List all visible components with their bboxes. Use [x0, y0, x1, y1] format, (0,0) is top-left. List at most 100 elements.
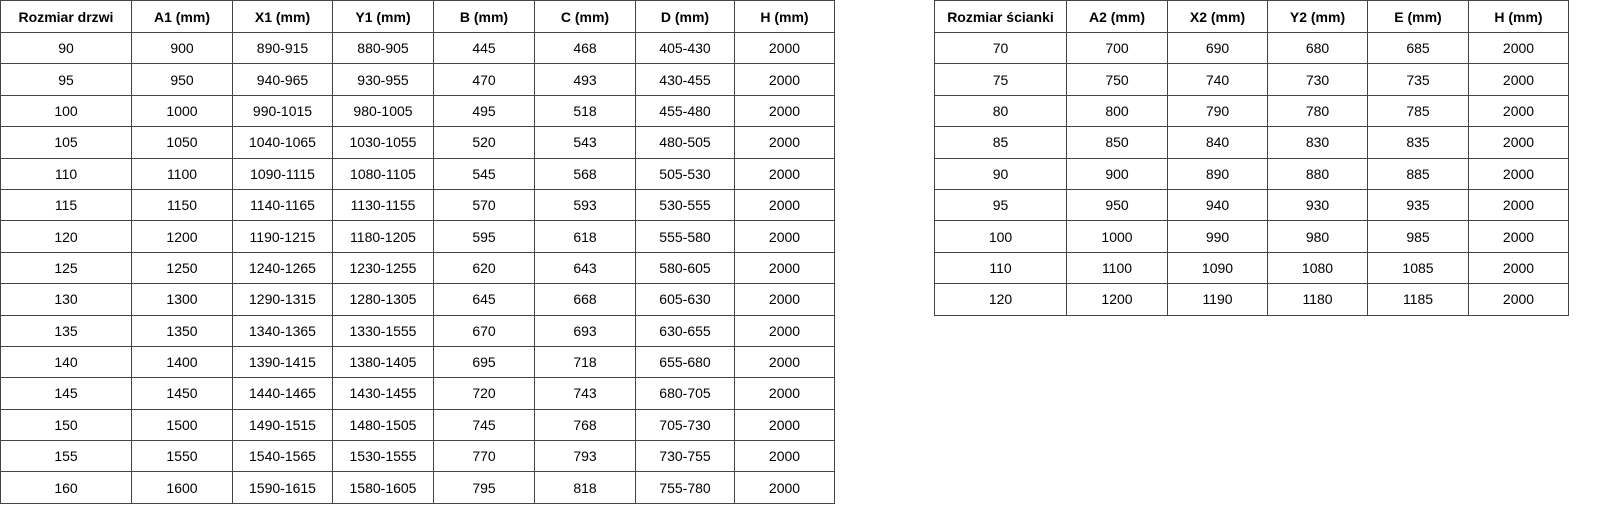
table-cell: 880-905: [332, 31, 434, 65]
table-cell: 2000: [734, 188, 835, 222]
table-cell: 150: [0, 408, 132, 442]
table-row: 100 1000 990-1015 980-1005 495 518 455-480 2000: [0, 94, 835, 128]
column-header: Y1 (mm): [332, 0, 434, 33]
table-cell: 1080: [1267, 251, 1368, 285]
table-row: 95 950 940 930 935 2000: [934, 188, 1569, 222]
column-header: H (mm): [734, 0, 835, 33]
table-cell: 695: [433, 345, 535, 379]
table-cell: 1540-1565: [232, 440, 333, 473]
table-row: 120 1200 1190-1215 1180-1205 595 618 555-580 20…: [0, 220, 835, 253]
table-cell: 120: [934, 283, 1067, 316]
table-cell: 2000: [1468, 63, 1569, 96]
table-cell: 1100: [1066, 251, 1168, 285]
table-row: 90 900 890-915 880-905 445 468 405-430 2000: [0, 31, 835, 65]
table-cell: 110: [934, 251, 1067, 285]
header-row: Rozmiar drzwi A1 (mm) X1 (mm) Y1 (mm) B (mm)…: [0, 0, 835, 33]
table-cell: 1380-1405: [332, 345, 434, 379]
table-cell: 2000: [734, 345, 835, 379]
table-cell: 493: [534, 63, 636, 96]
table-cell: 1130-1155: [332, 188, 434, 222]
table-cell: 693: [534, 314, 636, 347]
column-header: Rozmiar drzwi: [0, 0, 132, 33]
table-cell: 785: [1367, 94, 1469, 128]
table-cell: 568: [534, 157, 636, 190]
table-cell: 1350: [131, 314, 233, 347]
table-cell: 850: [1066, 126, 1168, 159]
table-cell: 110: [0, 157, 132, 190]
table-cell: 2000: [1468, 220, 1569, 253]
table-cell: 1100: [131, 157, 233, 190]
table-cell: 105: [0, 126, 132, 159]
table-cell: 1600: [131, 471, 233, 504]
table-cell: 1590-1615: [232, 471, 333, 504]
table-cell: 75: [934, 63, 1067, 96]
table-cell: 1230-1255: [332, 251, 434, 285]
table-cell: 2000: [734, 220, 835, 253]
table-cell: 718: [534, 345, 636, 379]
table-row: 125 1250 1240-1265 1230-1255 620 643 580-605 20…: [0, 251, 835, 285]
door-dimensions-table: Rozmiar drzwi A1 (mm) X1 (mm) Y1 (mm) B (mm)…: [0, 0, 835, 504]
table-cell: 780: [1267, 94, 1368, 128]
table-cell: 643: [534, 251, 636, 285]
header-row: Rozmiar ścianki A2 (mm) X2 (mm) Y2 (mm) E (m…: [934, 0, 1569, 33]
table-row: 85 850 840 830 835 2000: [934, 126, 1569, 159]
column-header: H (mm): [1468, 0, 1569, 33]
table-cell: 480-505: [635, 126, 735, 159]
table-cell: 1280-1305: [332, 283, 434, 316]
table-cell: 2000: [734, 251, 835, 285]
table-cell: 1200: [131, 220, 233, 253]
table-cell: 730: [1267, 63, 1368, 96]
table-cell: 2000: [1468, 283, 1569, 316]
table-row: 100 1000 990 980 985 2000: [934, 220, 1569, 253]
table-cell: 2000: [734, 63, 835, 96]
table-cell: 2000: [1468, 157, 1569, 190]
table-cell: 680: [1267, 31, 1368, 65]
table-cell: 85: [934, 126, 1067, 159]
table-cell: 80: [934, 94, 1067, 128]
table-row: 130 1300 1290-1315 1280-1305 645 668 605-630 20…: [0, 283, 835, 316]
table-cell: 800: [1066, 94, 1168, 128]
table-cell: 1180: [1267, 283, 1368, 316]
table-cell: 940: [1167, 188, 1268, 222]
table-cell: 818: [534, 471, 636, 504]
column-header: Y2 (mm): [1267, 0, 1368, 33]
table-cell: 985: [1367, 220, 1469, 253]
table-cell: 935: [1367, 188, 1469, 222]
table-cell: 1390-1415: [232, 345, 333, 379]
table-cell: 95: [934, 188, 1067, 222]
table-cell: 793: [534, 440, 636, 473]
table-cell: 2000: [734, 283, 835, 316]
table-row: 150 1500 1490-1515 1480-1505 745 768 705-730 20…: [0, 408, 835, 442]
table-row: 110 1100 1090-1115 1080-1105 545 568 505-530 20…: [0, 157, 835, 190]
table-cell: 2000: [734, 126, 835, 159]
table-cell: 990-1015: [232, 94, 333, 128]
table-cell: 1000: [131, 94, 233, 128]
table-cell: 70: [934, 31, 1067, 65]
table-cell: 593: [534, 188, 636, 222]
table-cell: 1190: [1167, 283, 1268, 316]
table-cell: 740: [1167, 63, 1268, 96]
table-cell: 1300: [131, 283, 233, 316]
table-cell: 690: [1167, 31, 1268, 65]
table-cell: 840: [1167, 126, 1268, 159]
table-cell: 1400: [131, 345, 233, 379]
table-cell: 1450: [131, 377, 233, 410]
table-cell: 890-915: [232, 31, 333, 65]
table-cell: 2000: [734, 157, 835, 190]
table-cell: 135: [0, 314, 132, 347]
table-row: 135 1350 1340-1365 1330-1555 670 693 630-655 20…: [0, 314, 835, 347]
table-cell: 1080-1105: [332, 157, 434, 190]
table-cell: 1030-1055: [332, 126, 434, 159]
table-cell: 1180-1205: [332, 220, 434, 253]
table-cell: 95: [0, 63, 132, 96]
table-row: 145 1450 1440-1465 1430-1455 720 743 680-705 20…: [0, 377, 835, 410]
table-cell: 990: [1167, 220, 1268, 253]
table-cell: 115: [0, 188, 132, 222]
table-cell: 668: [534, 283, 636, 316]
table-cell: 1190-1215: [232, 220, 333, 253]
table-cell: 950: [1066, 188, 1168, 222]
table-cell: 1490-1515: [232, 408, 333, 442]
table-cell: 595: [433, 220, 535, 253]
table-row: 115 1150 1140-1165 1130-1155 570 593 530-555 20…: [0, 188, 835, 222]
table-cell: 1185: [1367, 283, 1469, 316]
